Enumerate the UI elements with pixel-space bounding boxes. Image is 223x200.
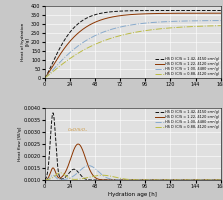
- Legend: HS D (C/S = 1.42, 4150 cm²/g), HS D (C/S = 1.22, 4120 cm²/g), HS D (C/S = 1.00, : HS D (C/S = 1.42, 4150 cm²/g), HS D (C/S…: [155, 110, 219, 129]
- Y-axis label: Heat flow [W/g]: Heat flow [W/g]: [18, 127, 22, 161]
- Legend: HS D (C/S = 1.42, 4150 cm²/g), HS D (C/S = 1.22, 4120 cm²/g), HS D (C/S = 1.00, : HS D (C/S = 1.42, 4150 cm²/g), HS D (C/S…: [155, 57, 219, 76]
- Y-axis label: Heat of hydration
[J/g]: Heat of hydration [J/g]: [21, 23, 30, 61]
- Text: CaO/SiO₂: CaO/SiO₂: [68, 128, 88, 132]
- X-axis label: Hydration age [h]: Hydration age [h]: [108, 192, 157, 197]
